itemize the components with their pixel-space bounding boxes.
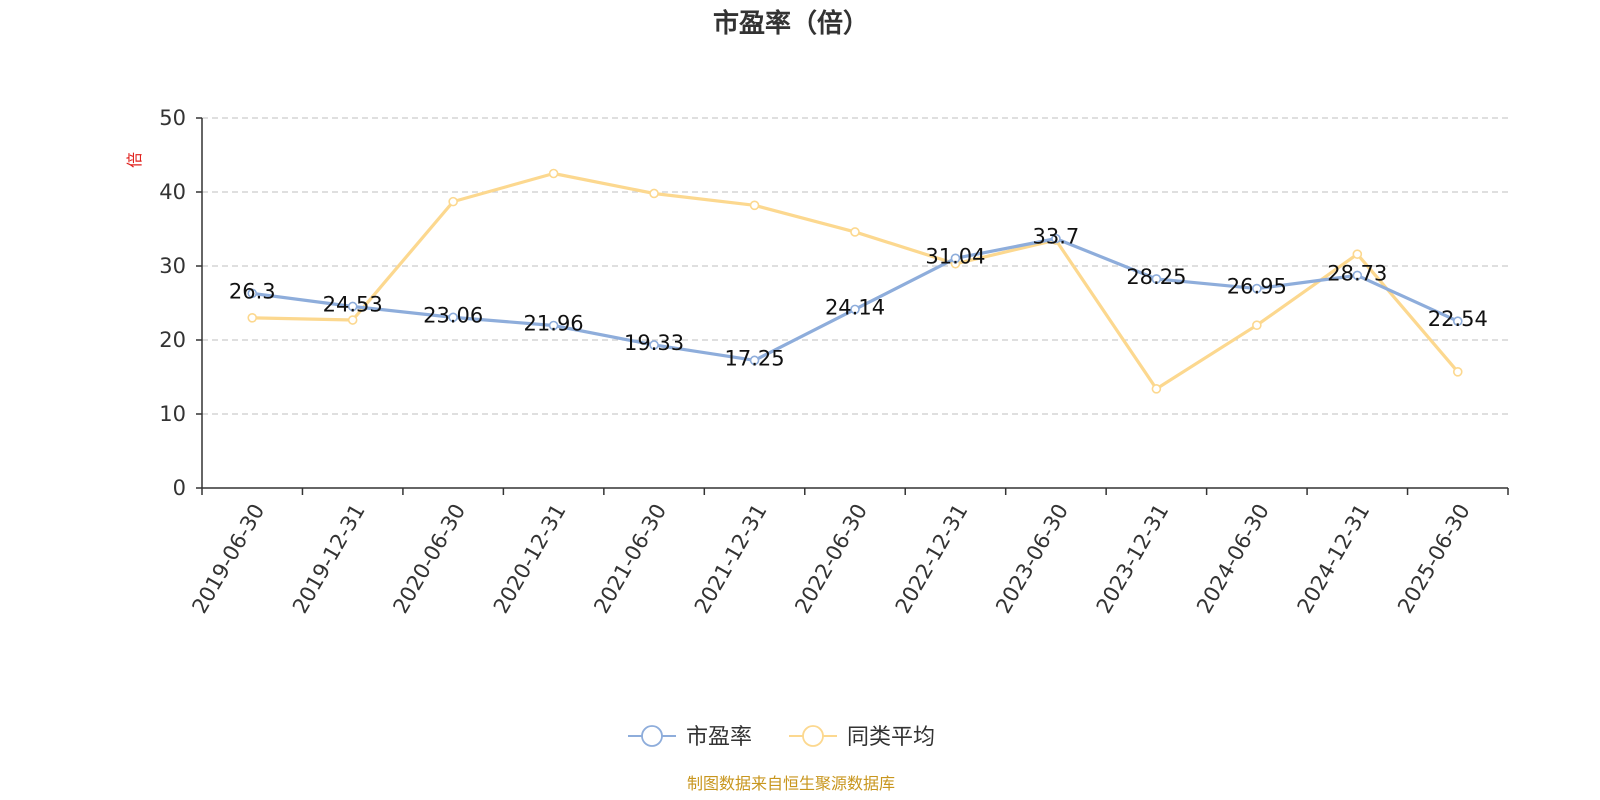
data-point[interactable]	[1352, 249, 1363, 259]
data-label: 22.54	[1428, 307, 1488, 331]
x-tick-label: 2019-12-31	[288, 500, 370, 618]
x-tick-label: 2024-06-30	[1192, 500, 1274, 618]
y-axis-unit-label: 倍	[125, 152, 144, 168]
axes: 0 10 20 30 40 50 2019-06-30 2019-12-31 2020-06-3…	[159, 106, 1509, 618]
data-point[interactable]	[247, 288, 258, 299]
data-label: 26.3	[229, 279, 276, 303]
legend-item[interactable]: 同类平均	[789, 725, 935, 750]
data-point[interactable]	[649, 340, 659, 350]
data-point[interactable]	[347, 301, 358, 312]
data-label: 26.95	[1227, 275, 1287, 299]
legend-label: 同类平均	[847, 725, 935, 750]
y-tick-label: 10	[159, 402, 186, 426]
grid-lines	[202, 117, 1508, 415]
data-label: 33.7	[1033, 225, 1080, 249]
data-label: 23.06	[423, 303, 483, 327]
data-point[interactable]	[1252, 283, 1262, 294]
x-tick-label: 2021-06-30	[589, 500, 671, 618]
data-point[interactable]	[1151, 384, 1162, 394]
data-labels: 26.3 24.53 23.06 21.96 19.33 17.25 24.14 31.04 3…	[229, 225, 1488, 371]
x-tick-label: 2023-12-31	[1092, 500, 1174, 618]
x-tick-label: 2024-12-31	[1293, 500, 1375, 618]
y-tick-label: 50	[159, 106, 186, 130]
data-label: 21.96	[524, 311, 584, 335]
x-tick-label: 2022-06-30	[790, 500, 872, 618]
data-label: 31.04	[925, 244, 985, 268]
chart-title: 市盈率（倍）	[713, 8, 869, 39]
data-point[interactable]	[1151, 274, 1162, 284]
x-tick-label: 2020-06-30	[388, 500, 470, 618]
data-point[interactable]	[448, 312, 458, 323]
data-label: 19.33	[624, 331, 684, 355]
data-point[interactable]	[347, 315, 358, 325]
data-point[interactable]	[1051, 233, 1061, 244]
data-point[interactable]	[1452, 316, 1463, 327]
legend-label: 市盈率	[686, 725, 752, 750]
data-label: 28.25	[1126, 265, 1186, 289]
data-source-note: 制图数据来自恒生聚源数据库	[687, 774, 895, 793]
y-tick-label: 40	[159, 180, 186, 204]
data-label: 28.73	[1327, 261, 1387, 285]
data-point[interactable]	[850, 227, 860, 237]
data-point[interactable]	[548, 168, 559, 179]
series-lines	[247, 168, 1463, 394]
y-tick-label: 30	[159, 254, 186, 278]
data-label: 17.25	[724, 346, 784, 370]
data-point[interactable]	[649, 188, 659, 199]
data-point[interactable]	[247, 312, 258, 323]
data-point[interactable]	[749, 200, 760, 211]
x-tick-label: 2019-06-30	[187, 500, 269, 618]
x-tick-label: 2023-06-30	[991, 500, 1073, 618]
legend[interactable]: 市盈率 同类平均	[628, 725, 935, 750]
x-tick-label: 2025-06-30	[1393, 500, 1475, 618]
data-label: 24.14	[825, 295, 885, 319]
data-label: 24.53	[323, 292, 383, 316]
x-tick-label: 2021-12-31	[690, 500, 772, 618]
data-point[interactable]	[548, 320, 559, 331]
legend-circle-icon	[802, 725, 824, 747]
data-point[interactable]	[1352, 270, 1363, 281]
data-point[interactable]	[1452, 367, 1463, 377]
data-point[interactable]	[1252, 320, 1262, 331]
legend-circle-icon	[641, 725, 663, 747]
y-tick-label: 0	[173, 476, 186, 500]
data-point[interactable]	[950, 253, 961, 264]
x-tick-label: 2022-12-31	[891, 500, 973, 618]
x-tick-label: 2020-12-31	[489, 500, 571, 618]
data-point[interactable]	[749, 355, 760, 366]
y-tick-label: 20	[159, 328, 186, 352]
data-point[interactable]	[850, 304, 860, 315]
legend-item[interactable]: 市盈率	[628, 725, 752, 750]
data-point[interactable]	[448, 196, 458, 207]
